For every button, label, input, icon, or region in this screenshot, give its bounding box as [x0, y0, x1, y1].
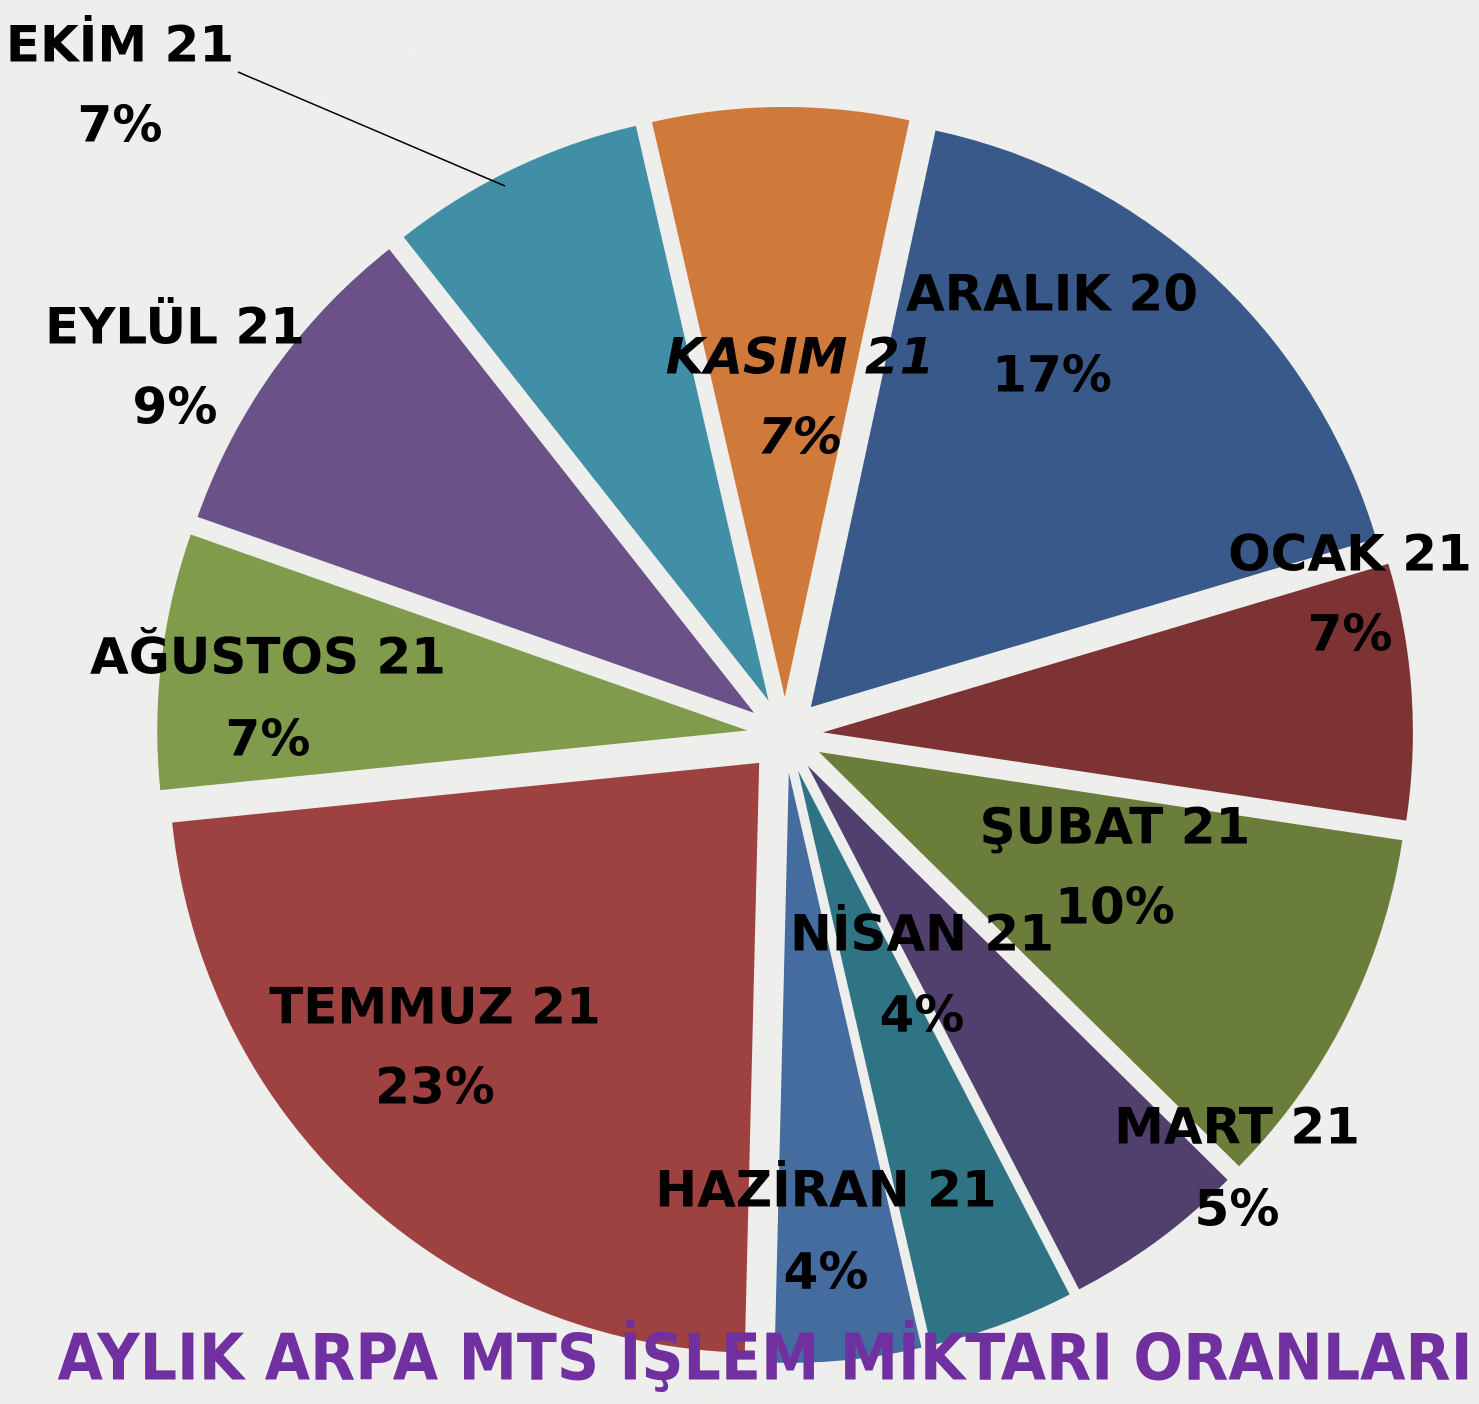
slice-label: TEMMUZ 21 [269, 978, 601, 1036]
pie-slice [403, 125, 769, 701]
chart-title: AYLIK ARPA MTS İŞLEM MİKTARI ORANLARI [58, 1320, 1473, 1396]
slice-label: MART 21 [1114, 1098, 1360, 1156]
slice-value-label: 7% [78, 96, 163, 154]
slice-value-label: 4% [784, 1243, 869, 1301]
leader-line [237, 71, 506, 187]
pie-slice [818, 752, 1403, 1167]
pie-slice [810, 130, 1377, 708]
pie-slice [822, 563, 1413, 821]
labels: KASIM 21 7% ARALIK 20 17% OCAK 21 7% ŞUBAT 21 1… [6, 16, 1472, 1301]
slice-value-label: 7% [226, 710, 311, 768]
slice-label: OCAK 21 [1228, 525, 1472, 583]
slice-value-label: 5% [1195, 1180, 1280, 1238]
pie-slice [774, 772, 922, 1363]
pie-slice [807, 765, 1228, 1290]
pie-slice [798, 770, 1070, 1346]
slice-value-label: 9% [133, 378, 218, 436]
slice-value-label: 4% [880, 986, 965, 1044]
slice-value-label: 23% [375, 1058, 495, 1116]
slice-label: EKİM 21 [6, 16, 234, 74]
slice-label: AĞUSTOS 21 [90, 627, 446, 686]
slice-label: KASIM 21 [666, 328, 935, 386]
slice-value-label: 17% [992, 346, 1112, 404]
pie-slice [172, 762, 760, 1353]
pie-slice [197, 249, 755, 713]
pie-slice [157, 534, 748, 791]
slice-label: ARALIK 20 [906, 265, 1198, 323]
slice-value-label: 10% [1055, 878, 1175, 936]
slice-label: ŞUBAT 21 [980, 798, 1251, 856]
slice-label: NİSAN 21 [790, 905, 1054, 963]
pie-slice [652, 107, 910, 698]
slice-value-label: 7% [758, 408, 843, 466]
slices [157, 107, 1413, 1363]
slice-label: EYLÜL 21 [45, 297, 305, 356]
slice-label: HAZİRAN 21 [655, 1161, 996, 1219]
slice-value-label: 7% [1308, 605, 1393, 663]
